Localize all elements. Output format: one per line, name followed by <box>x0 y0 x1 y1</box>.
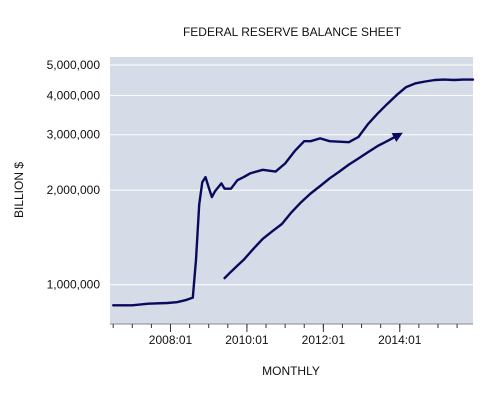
grid-lines <box>110 64 473 286</box>
y-tick-label: 2,000,000 <box>47 183 101 197</box>
x-axis: 2008:01 2010:01 2012:01 2014:01 <box>110 323 473 347</box>
y-tick-label: 4,000,000 <box>47 88 101 102</box>
x-axis-label: MONTHLY <box>262 364 320 378</box>
series-lines <box>112 78 475 307</box>
y-tick-label: 3,000,000 <box>47 128 101 142</box>
chart-title: FEDERAL RESERVE BALANCE SHEET <box>183 25 402 39</box>
y-axis-label: BILLION $ <box>12 162 26 218</box>
x-tick-label: 2014:01 <box>378 333 422 347</box>
y-tick-label: 5,000,000 <box>47 58 101 72</box>
y-axis: 1,000,000 2,000,000 3,000,000 4,000,000 5,00… <box>47 58 101 292</box>
x-tick-label: 2010:01 <box>225 333 269 347</box>
x-tick-label: 2012:01 <box>302 333 346 347</box>
balance-sheet-line <box>112 78 475 307</box>
x-tick-label: 2008:01 <box>149 333 193 347</box>
trend-arrow-line <box>223 132 403 280</box>
y-tick-label: 1,000,000 <box>47 278 101 292</box>
